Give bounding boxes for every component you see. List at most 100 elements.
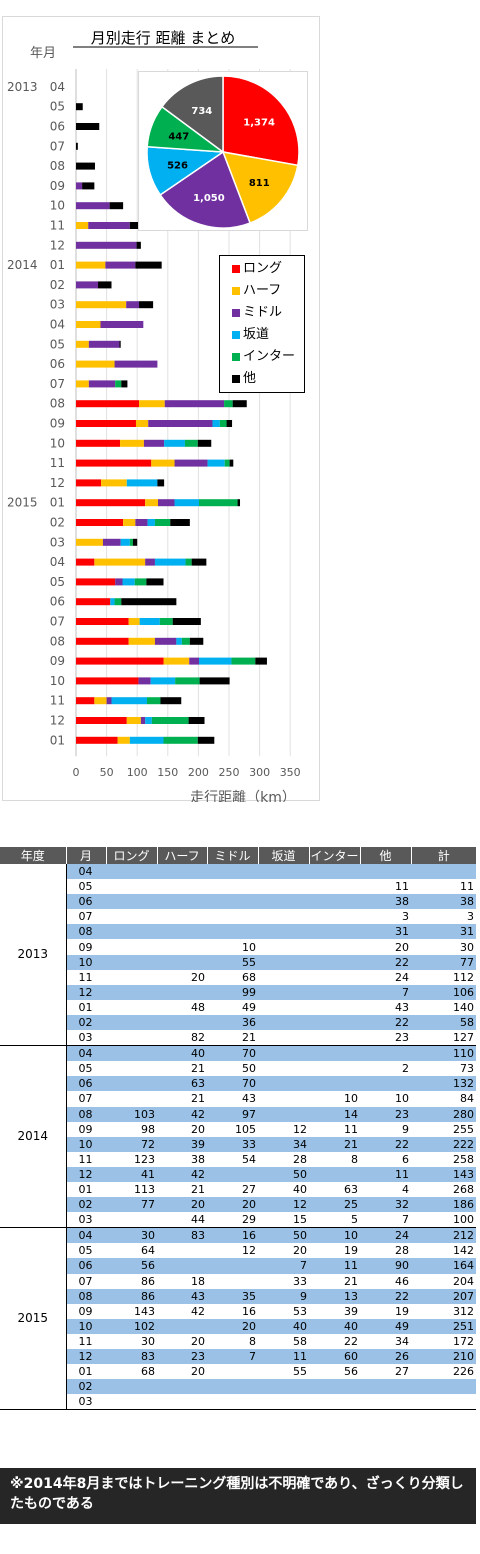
bar-segment xyxy=(88,380,116,388)
month-tick-label: 01 xyxy=(50,496,65,510)
x-tick-label: 100 xyxy=(127,766,148,779)
month-tick-label: 07 xyxy=(50,377,65,391)
bar-segment xyxy=(102,538,121,546)
bar-segment xyxy=(163,736,198,744)
bar-segment xyxy=(159,618,173,625)
bar-segment xyxy=(174,499,200,507)
bar-segment xyxy=(237,499,241,507)
table-header-cell: ミドル xyxy=(206,847,258,864)
value-cell: 23 xyxy=(157,1349,207,1365)
bar-segment xyxy=(139,400,165,408)
value-cell: 20 xyxy=(157,1197,207,1213)
month-tick-label: 02 xyxy=(50,278,65,292)
bar-segment xyxy=(147,519,155,526)
value-cell: 123 xyxy=(106,1151,157,1167)
value-cell xyxy=(258,1014,309,1031)
table-row: 11 30 20 8 58 22 34 172 xyxy=(0,1333,476,1349)
value-cell: 10 xyxy=(309,1227,360,1244)
table-row: 01 68 20 55 56 27 226 xyxy=(0,1364,476,1380)
legend-label: ロング xyxy=(243,261,283,276)
value-cell xyxy=(258,999,309,1015)
bar-segment xyxy=(134,578,147,586)
table-row: 01 113 21 27 40 63 4 268 xyxy=(0,1181,476,1198)
year-label: 2013 xyxy=(7,80,38,94)
value-cell xyxy=(207,1273,258,1289)
value-cell xyxy=(106,924,157,940)
value-cell xyxy=(106,939,157,955)
pie-data-label: 447 xyxy=(168,132,189,143)
value-cell xyxy=(360,1394,411,1411)
value-cell: 20 xyxy=(360,939,411,955)
bar-segment xyxy=(199,657,232,665)
bar-segment xyxy=(76,222,89,229)
year-cell: 2014 xyxy=(0,1045,67,1229)
value-cell: 12 xyxy=(207,1243,258,1259)
value-cell xyxy=(258,1030,309,1047)
bar-segment xyxy=(121,598,177,606)
bar-segment xyxy=(76,162,95,170)
value-cell: 6 xyxy=(360,1151,411,1167)
value-cell xyxy=(106,969,157,985)
value-cell xyxy=(157,1014,207,1031)
month-cell: 10 xyxy=(66,1136,106,1152)
value-cell xyxy=(157,939,207,955)
value-cell xyxy=(157,1379,207,1395)
value-cell: 204 xyxy=(411,1273,476,1289)
value-cell: 50 xyxy=(258,1227,309,1244)
legend-item: ミドル xyxy=(232,302,304,324)
value-cell xyxy=(309,909,360,925)
value-cell xyxy=(309,879,360,895)
value-cell xyxy=(309,954,360,970)
value-cell: 22 xyxy=(360,954,411,970)
value-cell xyxy=(309,984,360,1000)
bar-segment xyxy=(76,439,121,447)
value-cell xyxy=(207,864,258,880)
value-cell: 30 xyxy=(106,1227,157,1244)
value-cell xyxy=(157,864,207,880)
value-cell xyxy=(258,1045,309,1062)
legend-item: インター xyxy=(232,346,304,368)
value-cell xyxy=(106,879,157,895)
legend-item: 他 xyxy=(232,368,304,390)
value-cell xyxy=(207,894,258,910)
value-cell: 64 xyxy=(106,1243,157,1259)
value-cell: 27 xyxy=(207,1181,258,1198)
value-cell: 30 xyxy=(411,939,476,955)
value-cell xyxy=(106,894,157,910)
bar-segment xyxy=(111,697,147,705)
month-cell: 10 xyxy=(66,1318,106,1334)
bar-segment xyxy=(145,499,159,507)
bar-segment xyxy=(135,261,162,269)
value-cell xyxy=(106,1076,157,1092)
table-header-cell: ロング xyxy=(105,847,157,864)
month-cell: 08 xyxy=(66,1106,106,1122)
value-cell xyxy=(157,1318,207,1334)
value-cell: 82 xyxy=(157,1030,207,1047)
value-cell: 40 xyxy=(258,1181,309,1198)
value-cell xyxy=(106,1091,157,1107)
table-row: 10 72 39 33 34 21 22 222 xyxy=(0,1136,476,1152)
month-cell: 02 xyxy=(66,1197,106,1213)
value-cell: 8 xyxy=(207,1333,258,1349)
bar-segment xyxy=(199,499,238,507)
value-cell: 12 xyxy=(258,1121,309,1137)
month-tick-label: 08 xyxy=(50,397,65,411)
month-cell: 09 xyxy=(66,1303,106,1319)
value-cell: 110 xyxy=(411,1045,476,1062)
bar-segment xyxy=(189,637,204,645)
month-cell: 07 xyxy=(66,909,106,925)
value-cell xyxy=(309,1061,360,1077)
bar-segment xyxy=(122,578,135,586)
value-cell: 38 xyxy=(157,1151,207,1167)
value-cell: 19 xyxy=(360,1303,411,1319)
month-tick-label: 12 xyxy=(50,476,65,490)
month-tick-label: 07 xyxy=(50,615,65,629)
value-cell: 16 xyxy=(207,1227,258,1244)
value-cell xyxy=(207,909,258,925)
bar-segment xyxy=(94,558,146,566)
month-cell: 01 xyxy=(66,999,106,1015)
table-row: 07 21 43 10 10 84 xyxy=(0,1091,476,1107)
bar-segment xyxy=(224,400,233,408)
value-cell: 84 xyxy=(411,1091,476,1107)
value-cell xyxy=(360,1045,411,1062)
